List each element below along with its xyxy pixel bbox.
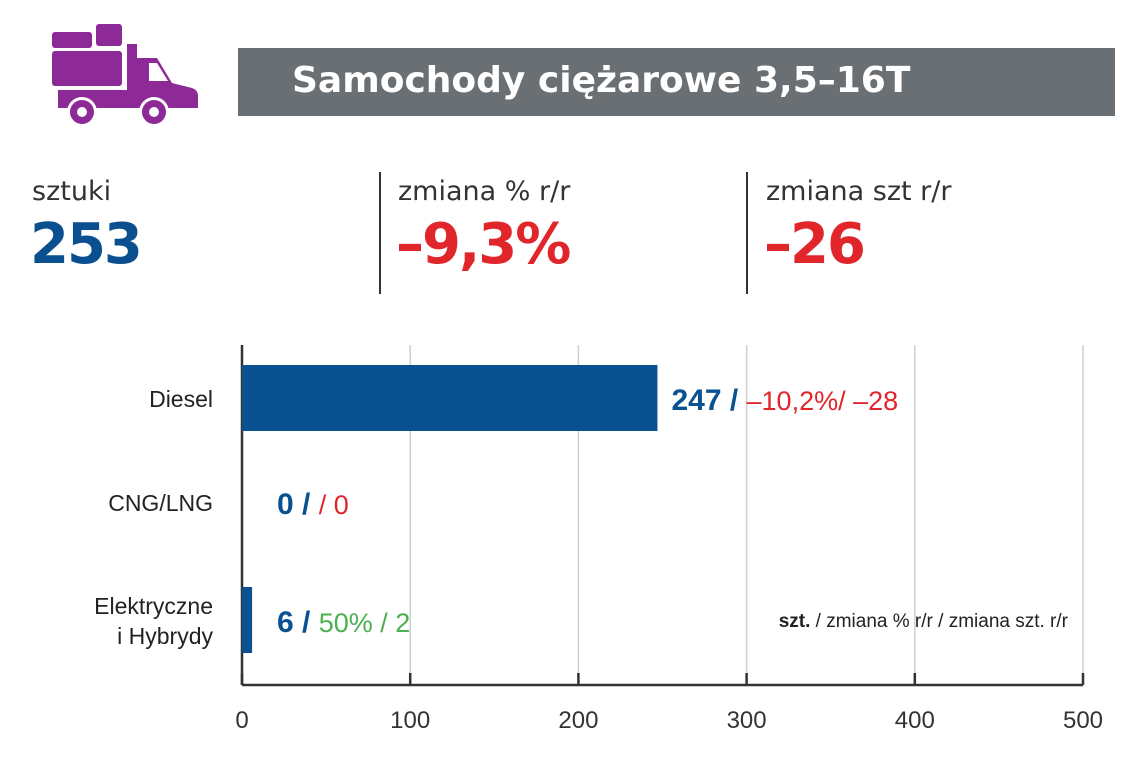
- bar-2: [242, 587, 253, 653]
- stat-pct-value: –9,3%: [396, 212, 571, 277]
- data-label-units: 247 /: [671, 384, 746, 417]
- stat-units-value: 253: [30, 212, 143, 277]
- stat-diff-label: zmiana szt r/r: [766, 176, 952, 207]
- x-tick-label: 500: [1063, 707, 1103, 734]
- x-tick-label: 200: [558, 707, 598, 734]
- stat-units-label: sztuki: [32, 176, 112, 207]
- divider: [746, 172, 748, 294]
- title-banner: [238, 48, 1115, 116]
- category-label: CNG/LNG: [108, 490, 213, 516]
- legend-note-rest: / zmiana % r/r / zmiana szt. r/r: [810, 611, 1068, 632]
- stat-diff-value: –26: [764, 212, 866, 277]
- stat-pct-label: zmiana % r/r: [398, 176, 571, 207]
- x-tick-label: 300: [727, 707, 767, 734]
- legend-note-bold: szt.: [779, 611, 811, 632]
- data-label: 6 / 50% / 2: [277, 606, 410, 639]
- data-label-units: 6 /: [277, 606, 319, 639]
- x-tick-label: 100: [390, 707, 430, 734]
- data-label: 247 / –10,2%/ –28: [671, 384, 898, 417]
- data-label: 0 / / 0: [277, 488, 349, 521]
- category-label: Diesel: [149, 386, 213, 412]
- bar-0: [242, 365, 658, 431]
- truck-icon: [52, 24, 198, 127]
- category-label: i Hybrydy: [117, 623, 213, 649]
- page-title: Samochody ciężarowe 3,5–16T: [292, 60, 911, 101]
- legend-note: szt. / zmiana % r/r / zmiana szt. r/r: [779, 611, 1069, 632]
- x-tick-label: 400: [895, 707, 935, 734]
- data-label-change: / 0: [319, 490, 349, 520]
- data-label-change: 50% / 2: [319, 608, 411, 638]
- data-label-units: 0 /: [277, 488, 319, 521]
- divider: [379, 172, 381, 294]
- x-tick-label: 0: [235, 707, 248, 734]
- data-label-change: –10,2%/ –28: [747, 386, 899, 416]
- category-label: Elektryczne: [94, 593, 213, 619]
